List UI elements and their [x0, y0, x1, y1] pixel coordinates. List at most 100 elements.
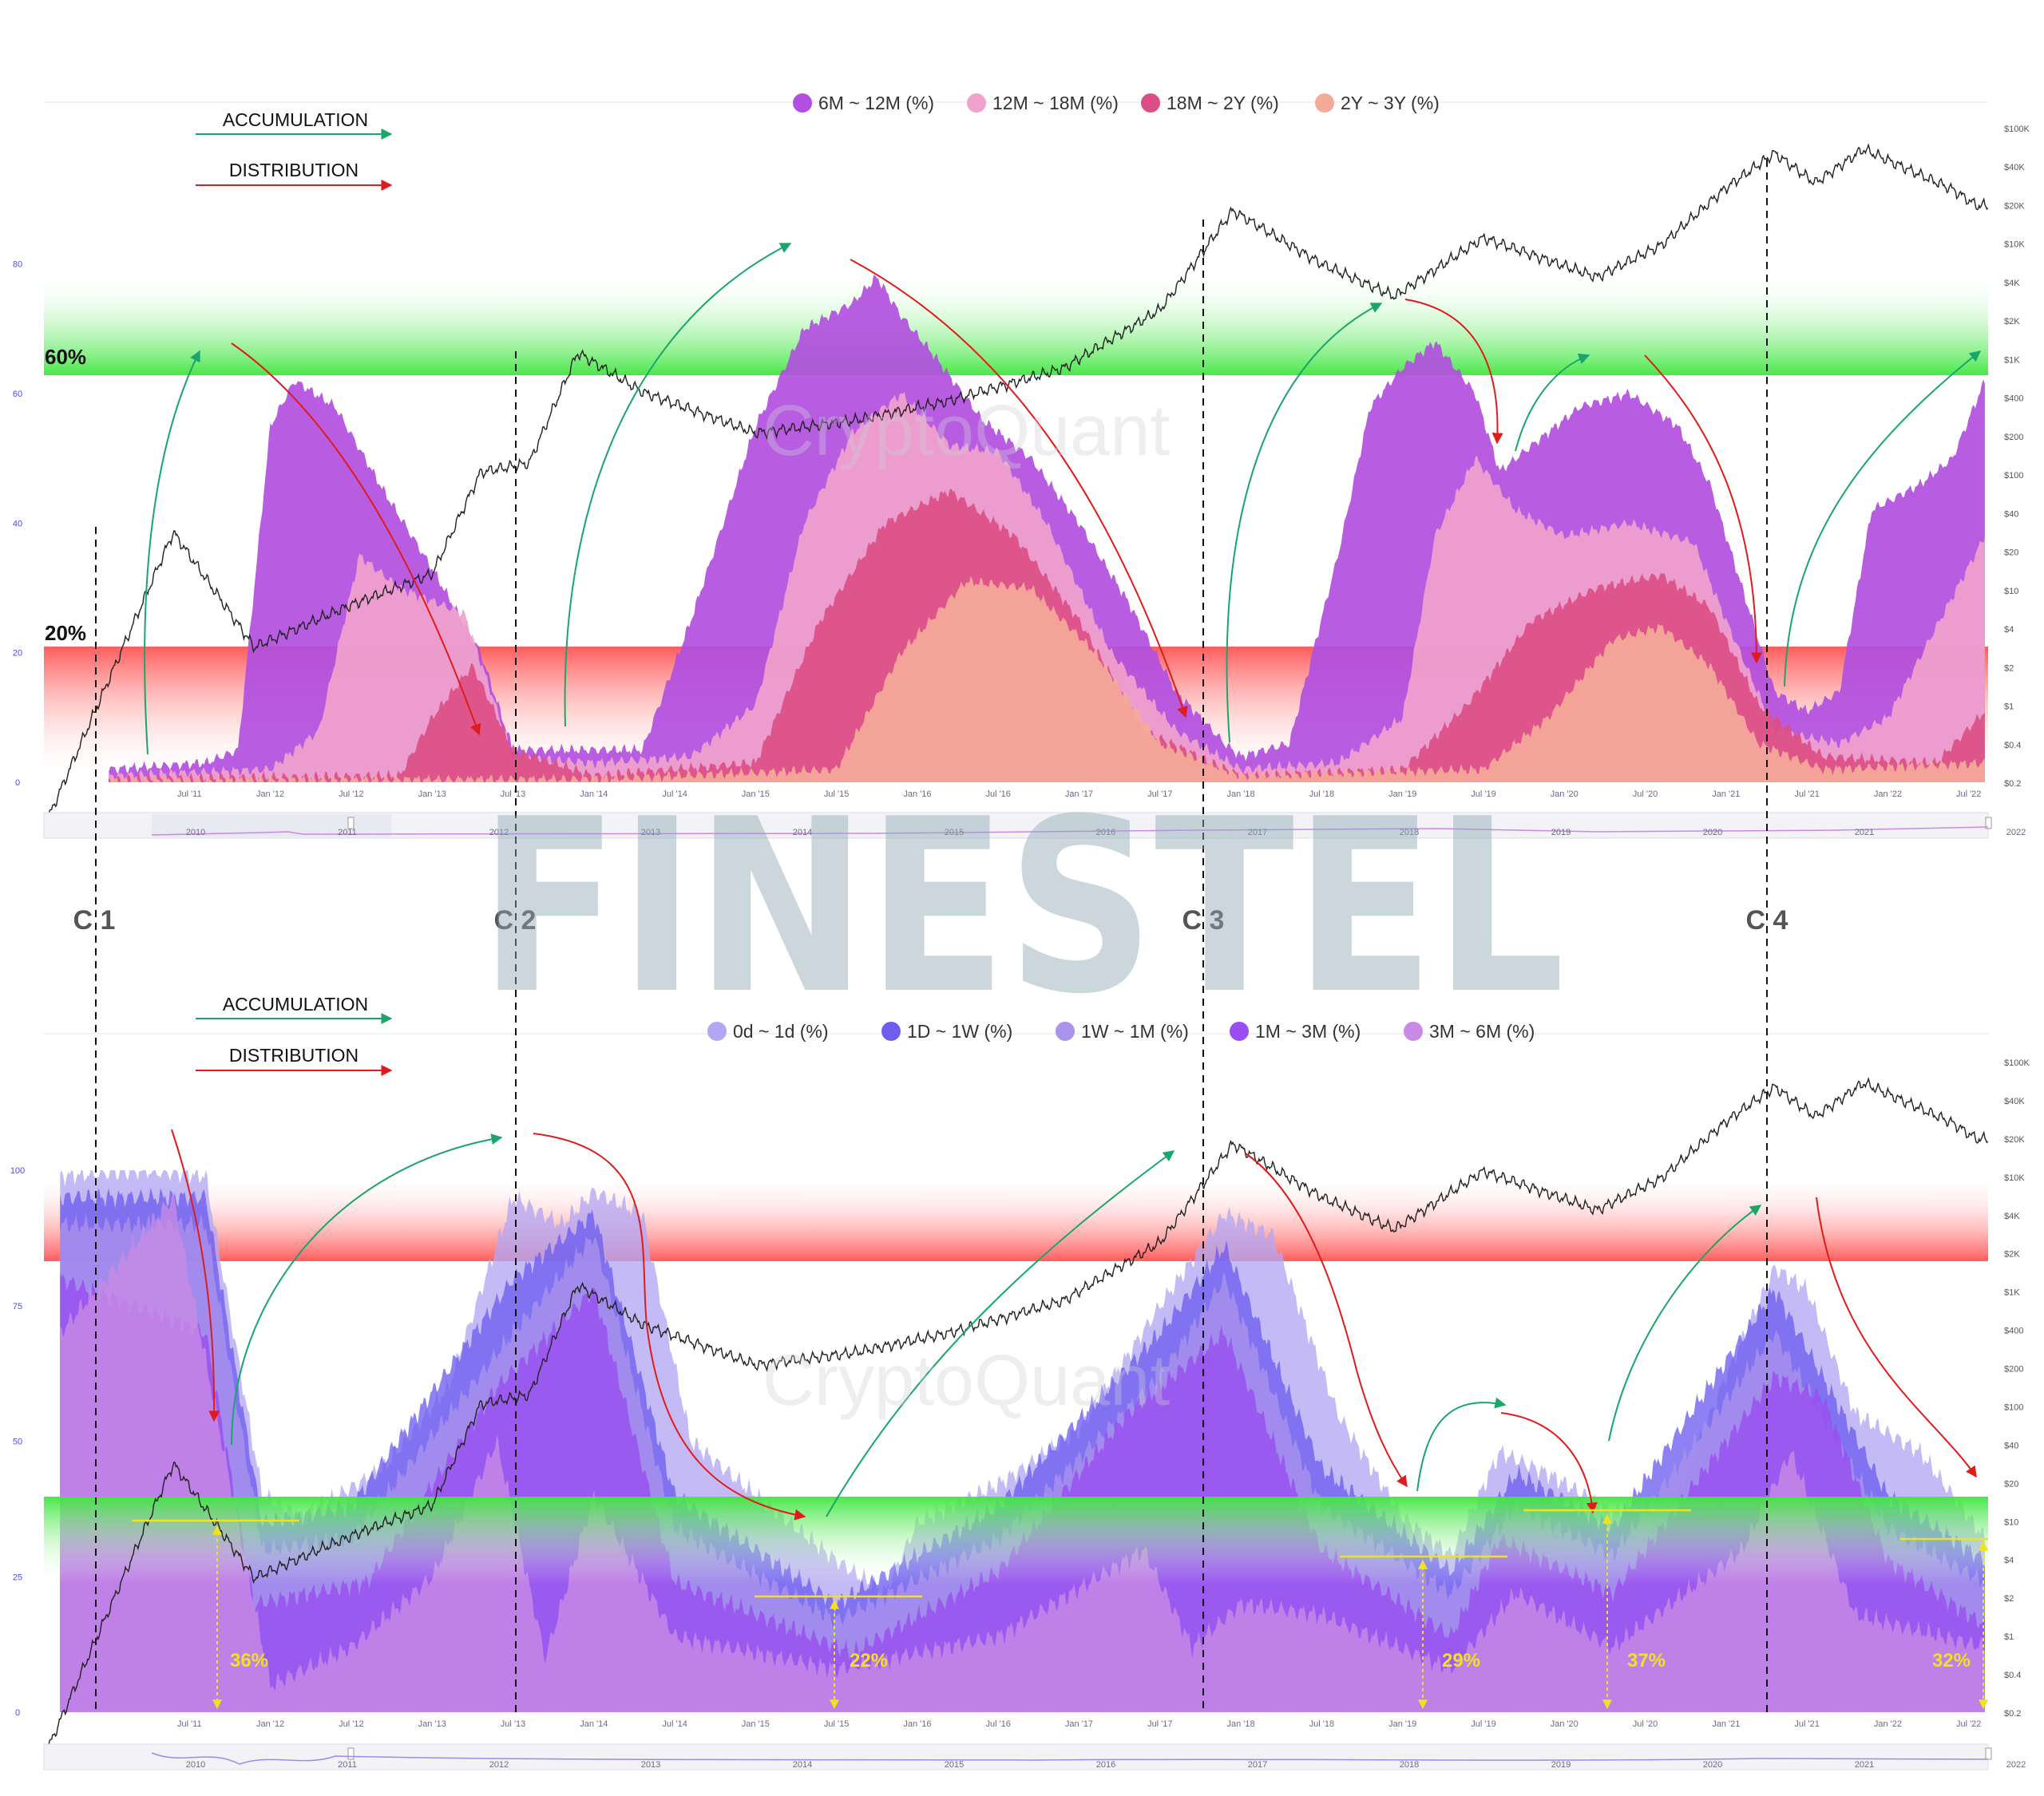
cycle-2-label: C 2 [494, 905, 537, 936]
top-distribution-label: DISTRIBUTION [229, 160, 358, 180]
price-tick-label: $100 [2004, 471, 2023, 481]
x-tick-label: Jul '18 [1309, 789, 1334, 799]
legend-item-4[interactable]: 1M ~ 3M (%) [1230, 1021, 1361, 1042]
navigator-tick-label: 2014 [793, 1760, 812, 1770]
navigator-tick-label: 2022 [2006, 828, 2026, 837]
bottom-chart: Jul '11 Jan '12 Jul '12 Jan '13 Jul '13 Jan '… [10, 994, 2030, 1770]
bottom-green-zone [44, 1497, 1988, 1584]
bottom-navigator-left-handle[interactable] [347, 1747, 355, 1760]
price-tick-label: $100 [2004, 1403, 2023, 1413]
top-accum-arrow-1 [144, 350, 200, 755]
cryptoquant-watermark-top: CryptoQuant [763, 391, 1170, 471]
legend-item-1[interactable]: 6M ~ 12M (%) [793, 93, 934, 113]
top-accumulation-label: ACCUMULATION [223, 109, 368, 130]
legend-swatch [1230, 1022, 1249, 1041]
legend-label: 1W ~ 1M (%) [1081, 1021, 1189, 1042]
legend-item-3[interactable]: 18M ~ 2Y (%) [1141, 93, 1279, 113]
top-price-axis: $100K $40K $20K $10K $4K $2K $1K $400 $200 $100 $4… [2004, 125, 2030, 789]
navigator-tick-label: 2019 [1551, 828, 1571, 837]
y-tick-label: 100 [10, 1166, 25, 1176]
y-tick-label: 25 [13, 1572, 22, 1582]
bottom-trend-arrows [171, 1129, 1977, 1521]
legend-swatch [967, 93, 986, 113]
low-label-2: 22% [850, 1650, 888, 1671]
price-tick-label: $1 [2004, 702, 2014, 712]
legend-item-2[interactable]: 1D ~ 1W (%) [881, 1021, 1012, 1042]
legend-label: 1D ~ 1W (%) [907, 1021, 1012, 1042]
price-tick-label: $4 [2004, 1556, 2014, 1565]
y-tick-label: 75 [13, 1302, 22, 1311]
x-tick-label: Jul '12 [339, 1719, 363, 1729]
top-accum-arrow-5 [1784, 350, 1982, 687]
price-tick-label: $1K [2004, 355, 2020, 365]
top-green-zone [44, 271, 1988, 375]
price-tick-label: $1 [2004, 1632, 2014, 1642]
legend-item-5[interactable]: 3M ~ 6M (%) [1404, 1021, 1535, 1042]
price-tick-label: $2 [2004, 1594, 2014, 1604]
price-tick-label: $40 [2004, 509, 2018, 519]
navigator-tick-label: 2015 [945, 1760, 964, 1770]
bottom-distrib-arrow-1 [171, 1129, 220, 1422]
price-tick-label: $20 [2004, 548, 2018, 558]
x-tick-label: Jan '21 [1712, 1719, 1740, 1729]
area-series-5 [60, 1192, 1985, 1712]
x-tick-label: Jul '20 [1633, 1719, 1658, 1729]
x-tick-label: Jul '11 [177, 1719, 202, 1729]
x-tick-label: Jul '14 [662, 1719, 687, 1729]
top-distrib-arrow-3 [1404, 299, 1503, 445]
legend-item-2[interactable]: 12M ~ 18M (%) [967, 93, 1119, 113]
bottom-distrib-arrow-3 [1245, 1153, 1408, 1488]
top-navigator-left-handle[interactable] [347, 817, 355, 829]
x-tick-label: Jul '19 [1471, 1719, 1495, 1729]
cycle-dividers: C 1 C 2 C 3 C 4 [73, 160, 1788, 1712]
price-tick-label: $2 [2004, 663, 2014, 673]
bottom-accum-arrow-1 [231, 1133, 503, 1446]
y-tick-label: 50 [13, 1438, 22, 1447]
bottom-x-axis: Jul '11 Jan '12 Jul '12 Jan '13 Jul '13 Jan '… [177, 1719, 1981, 1729]
x-tick-label: Jan '15 [742, 1719, 770, 1729]
price-tick-label: $40 [2004, 1441, 2018, 1450]
navigator-tick-label: 2012 [489, 1760, 509, 1770]
top-price-line [43, 143, 1989, 829]
price-tick-label: $0.2 [2004, 779, 2021, 789]
x-tick-label: Jul '12 [339, 789, 363, 799]
y-tick-label: 0 [15, 778, 20, 788]
navigator-tick-label: 2010 [186, 1760, 205, 1770]
top-trend-arrows [144, 243, 1982, 755]
x-tick-label: Jan '21 [1712, 789, 1740, 799]
bottom-navigator-right-handle[interactable] [1985, 1747, 1992, 1760]
bottom-price-axis: $100K $40K $20K $10K $4K $2K $1K $400 $200 $100 $4… [2004, 1058, 2030, 1719]
legend-label: 18M ~ 2Y (%) [1167, 93, 1279, 113]
low-markers: 36% 22% 29% 37% 32% [132, 1509, 1988, 1710]
x-tick-label: Jan '15 [742, 789, 770, 799]
top-y-axis: 0 20 40 60 80 [13, 260, 22, 788]
cycle-1-label: C 1 [73, 905, 116, 936]
navigator-tick-label: 2015 [945, 828, 964, 837]
navigator-tick-label: 2017 [1248, 1760, 1267, 1770]
price-tick-label: $10 [2004, 587, 2018, 596]
navigator-tick-label: 2011 [338, 828, 357, 837]
legend-item-3[interactable]: 1W ~ 1M (%) [1056, 1021, 1189, 1042]
navigator-tick-label: 2018 [1400, 1760, 1419, 1770]
price-tick-label: $200 [2004, 433, 2023, 442]
top-navigator-right-handle[interactable] [1985, 817, 1992, 829]
top-accum-arrow-3 [1226, 303, 1383, 743]
x-tick-label: Jan '14 [580, 789, 608, 799]
level-60-label: 60% [45, 345, 86, 369]
cycle-3-label: C 3 [1182, 905, 1225, 936]
top-accum-arrow-2 [564, 243, 792, 727]
top-distrib-arrow-1 [231, 342, 481, 736]
navigator-tick-label: 2017 [1248, 828, 1267, 837]
top-chart: Jul '11 Jan '12 Jul '12 Jan '13 Jul '13 Jan '… [13, 93, 2030, 839]
legend-item-4[interactable]: 2Y ~ 3Y (%) [1315, 93, 1440, 113]
legend-swatch [707, 1022, 727, 1041]
bottom-bands [44, 1173, 1988, 1261]
y-tick-label: 40 [13, 519, 22, 528]
bottom-navigator[interactable] [43, 1743, 1989, 1770]
x-tick-label: Jan '13 [418, 1719, 446, 1729]
price-tick-label: $20 [2004, 1479, 2018, 1489]
legend-item-1[interactable]: 0d ~ 1d (%) [707, 1021, 829, 1042]
x-tick-label: Jan '13 [418, 789, 446, 799]
top-distrib-arrow-4 [1644, 354, 1762, 664]
